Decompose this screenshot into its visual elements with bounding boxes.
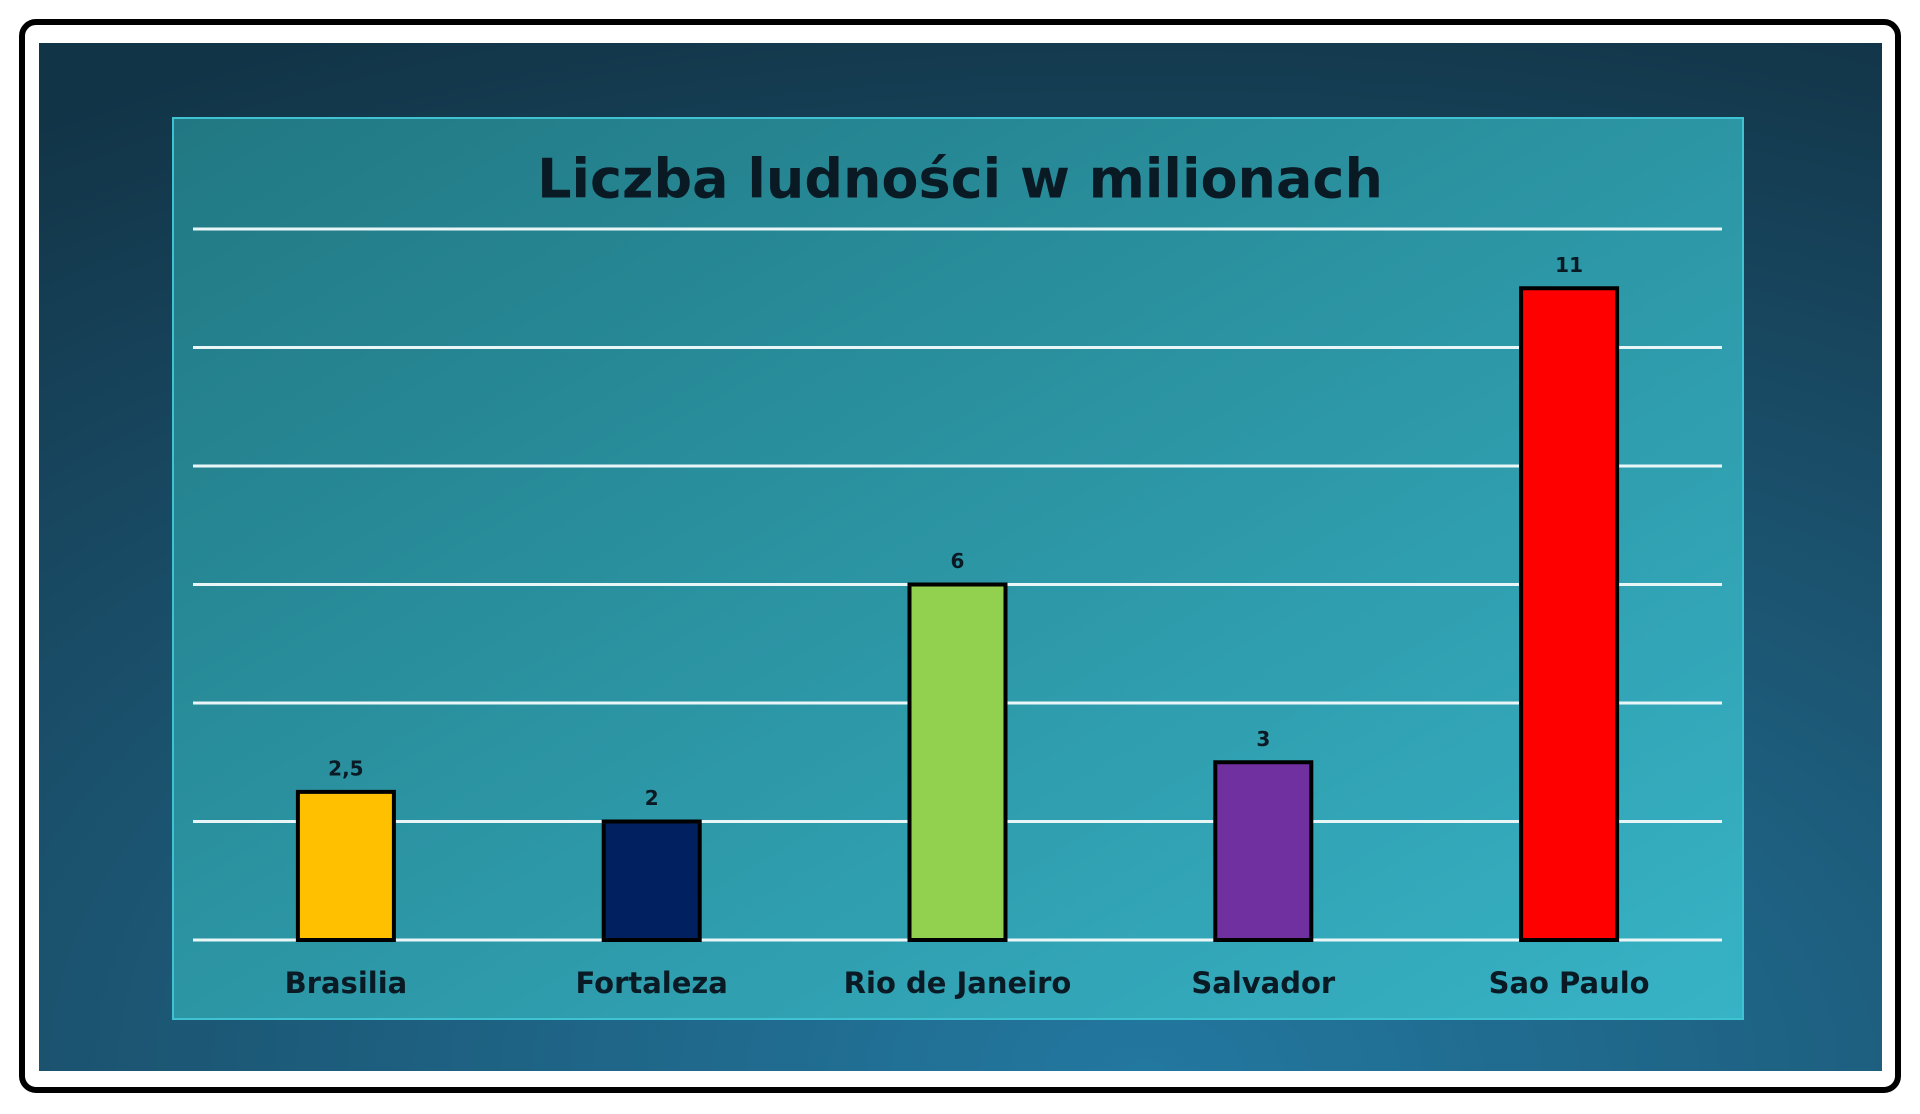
x-tick-label: Rio de Janeiro	[844, 966, 1072, 1000]
value-label: 6	[951, 549, 965, 573]
bar	[1213, 760, 1314, 942]
chart-title: Liczba ludności w milionach	[537, 148, 1383, 211]
value-label: 2,5	[328, 756, 363, 780]
value-label: 11	[1555, 253, 1583, 277]
bar	[295, 789, 396, 942]
x-tick-label: Sao Paulo	[1489, 966, 1650, 1000]
bar	[907, 582, 1008, 942]
value-label: 2	[645, 786, 659, 810]
bar	[601, 819, 702, 942]
bar	[1519, 286, 1620, 942]
x-tick-label: Brasilia	[285, 966, 408, 1000]
x-tick-label: Salvador	[1191, 966, 1336, 1000]
x-tick-label: Fortaleza	[576, 966, 728, 1000]
value-label: 3	[1256, 727, 1270, 751]
